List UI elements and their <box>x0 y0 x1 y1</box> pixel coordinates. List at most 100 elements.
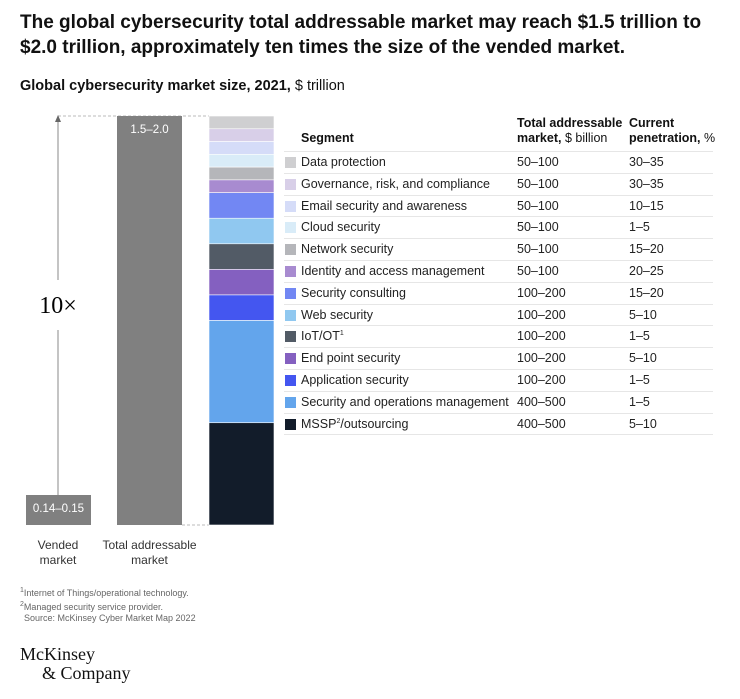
bar-total-addressable-market <box>117 116 182 525</box>
bar-label-vended: 0.14–0.15 <box>33 503 84 515</box>
segment-label: Security and operations management <box>301 394 509 409</box>
chart-subtitle: Global cybersecurity market size, 2021, … <box>20 78 345 94</box>
tam-value: 100–200 <box>517 307 566 322</box>
stack-segment <box>208 192 275 219</box>
segment-label: Identity and access management <box>301 264 485 278</box>
stack-segment <box>208 217 275 245</box>
footnote-2-text: Managed security service provider. <box>23 602 163 612</box>
table-row: IoT/OT1 100–200 1–5 <box>284 325 713 348</box>
table-row: Security and operations management 400–50… <box>284 390 713 414</box>
bar-chart: 10× 0.14–0.15 1.5–2.0 Vended market Total… <box>26 115 275 567</box>
mckinsey-logo: McKinsey & Company <box>20 645 131 683</box>
tam-value: 100–200 <box>517 285 566 300</box>
tam-value: 100–200 <box>517 351 566 366</box>
legend-swatch <box>285 178 296 190</box>
stack-segment <box>208 166 275 181</box>
table-row: Governance, risk, and compliance 50–100 30… <box>284 172 713 196</box>
legend-swatch <box>285 222 296 234</box>
penetration-value: 15–20 <box>629 242 664 257</box>
tam-value: 50–100 <box>517 155 559 169</box>
stack-segment <box>208 141 275 155</box>
footnotes: 1Internet of Things/operational technolo… <box>20 585 196 624</box>
stack-segment <box>208 128 275 142</box>
table-row: Network security 50–100 15–20 <box>284 238 713 261</box>
stack-segment <box>208 269 275 296</box>
header-pen-line2: penetration, <box>629 131 701 145</box>
stacked-breakdown-bar <box>208 115 275 526</box>
legend-swatch <box>285 309 296 321</box>
segment-label: Cloud security <box>301 220 381 235</box>
segment-label: Security consulting <box>301 285 406 300</box>
segment-label: MSSP <box>301 416 337 431</box>
footnote-2: 2Managed security service provider. <box>20 599 196 613</box>
header-tam-unit: $ billion <box>564 131 608 145</box>
table-row: Data protection 50–100 30–35 <box>284 151 713 174</box>
header-tam-line2: market, <box>517 131 562 145</box>
tam-value: 50–100 <box>517 264 559 278</box>
multiplier-annotation: 10× <box>39 293 77 319</box>
tam-value: 50–100 <box>517 220 559 235</box>
x-label-vended: Vended market <box>38 538 79 567</box>
tam-value: 100–200 <box>517 373 566 387</box>
table-row: Web security 100–200 5–10 <box>284 303 713 327</box>
chart-title: The global cybersecurity total addressab… <box>20 12 702 58</box>
segment-label: Email security and awareness <box>301 198 468 213</box>
header-pen-line1: Current <box>629 116 675 130</box>
table-row: Email security and awareness 50–100 10–15 <box>284 194 713 218</box>
segment-name: Cloud security <box>301 220 380 234</box>
segment-name: IoT/OT1 <box>301 329 344 343</box>
segment-label: Governance, risk, and compliance <box>301 176 490 191</box>
footnote-1-marker: 1 <box>20 587 24 594</box>
footnote-marker: 1 <box>339 330 344 338</box>
stack-segment <box>208 179 275 193</box>
segment-name: MSSP2/outsourcing <box>301 417 408 431</box>
penetration-value: 1–5 <box>629 373 650 387</box>
segment-label: Network security <box>301 242 394 257</box>
segment-label: Web security <box>301 307 374 322</box>
arrow-head-icon <box>55 115 61 122</box>
stack-segment <box>208 115 275 130</box>
x-label-vended-line1: Vended <box>38 538 79 552</box>
tam-value: 50–100 <box>517 176 559 191</box>
penetration-value: 5–10 <box>629 307 657 322</box>
logo-line2: & Company <box>42 663 131 683</box>
segment-suffix: /outsourcing <box>340 416 409 431</box>
bar-label-tam: 1.5–2.0 <box>130 124 168 136</box>
tam-value: 50–100 <box>517 242 559 257</box>
footnote-1-text: Internet of Things/operational technolog… <box>23 588 189 598</box>
header-tam: Total addressable market, $ billion <box>517 116 622 146</box>
footnote-1: 1Internet of Things/operational technolo… <box>20 585 196 599</box>
table-bottom-rule <box>284 434 713 436</box>
segment-name: Web security <box>301 308 373 322</box>
x-label-tam: Total addressable market <box>102 538 196 567</box>
penetration-value: 10–15 <box>629 198 664 213</box>
subtitle-unit: $ trillion <box>294 78 345 94</box>
legend-swatch <box>285 418 296 430</box>
penetration-value: 5–10 <box>629 351 657 366</box>
legend-swatch <box>285 244 296 256</box>
table-row: MSSP2/outsourcing 400–500 5–10 <box>284 412 713 436</box>
legend-swatch <box>285 200 296 212</box>
segment-name: End point security <box>301 351 400 365</box>
table-row: Identity and access management 50–100 20–2… <box>284 260 713 283</box>
header-pen-unit: % <box>704 131 716 145</box>
bar-vended-market <box>26 495 91 525</box>
penetration-value: 1–5 <box>629 220 650 235</box>
penetration-value: 5–10 <box>629 416 657 431</box>
footnote-2-marker: 2 <box>20 601 24 608</box>
stack-segment <box>208 320 275 424</box>
table-row: Cloud security 50–100 1–5 <box>284 216 713 239</box>
legend-swatch <box>285 157 296 168</box>
legend-swatch <box>285 353 296 365</box>
stack-segment <box>208 243 275 270</box>
penetration-value: 1–5 <box>629 329 650 344</box>
stack-segment <box>208 294 275 321</box>
header-penetration: Current penetration, % <box>629 116 715 146</box>
segment-name: Governance, risk, and compliance <box>301 177 490 191</box>
subtitle-text: Global cybersecurity market size, 2021, <box>20 78 291 94</box>
x-label-tam-line2: market <box>131 553 168 567</box>
penetration-value: 20–25 <box>629 264 664 278</box>
tam-value: 100–200 <box>517 329 566 344</box>
x-label-vended-line2: market <box>40 553 77 567</box>
legend-swatch <box>285 396 296 408</box>
